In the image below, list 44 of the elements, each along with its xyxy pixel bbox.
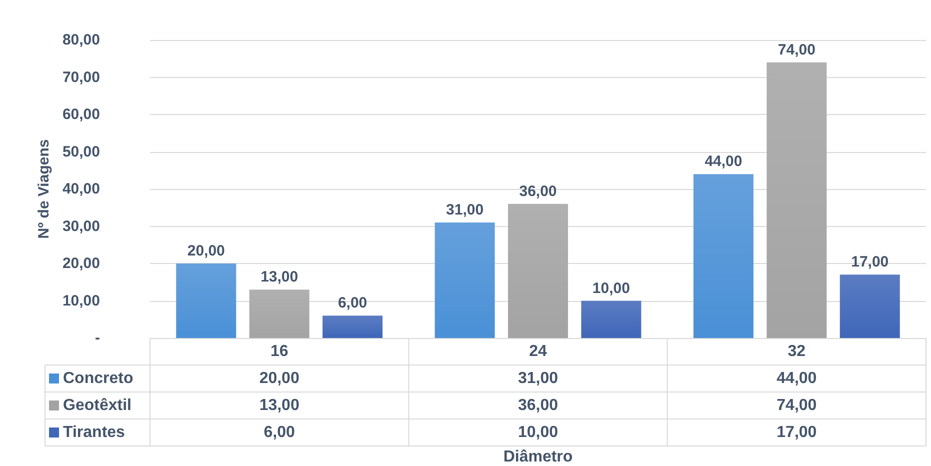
y-tick-label: 10,00 [62, 292, 100, 310]
legend-label: Concreto [63, 370, 134, 387]
text: 13,00 [260, 268, 298, 286]
bar [176, 264, 236, 338]
y-tick-label: - [95, 330, 100, 346]
text: 36,00 [519, 182, 557, 200]
bar [766, 62, 827, 338]
data-label: 31,00 [518, 370, 558, 387]
legend-label: Tirantes [63, 424, 126, 441]
bar [322, 316, 383, 338]
text: Diâmetro [503, 448, 573, 466]
data-label: 10,00 [518, 424, 558, 441]
y-tick-label: 60,00 [62, 106, 100, 123]
bar [508, 204, 568, 338]
y-tick-label: 40,00 [62, 180, 100, 198]
text: 31,00 [446, 202, 484, 219]
bar [434, 222, 495, 338]
text: 20,00 [187, 242, 225, 260]
x-tick-label: 32 [788, 343, 806, 360]
bar [249, 290, 310, 338]
data-label: 20,00 [259, 370, 300, 387]
y-tick-label: 30,00 [62, 218, 100, 235]
text: 44,00 [704, 153, 742, 170]
text: 10,00 [592, 280, 630, 297]
x-tick-label: 16 [270, 343, 288, 360]
bar [581, 300, 642, 338]
data-label: 36,00 [518, 397, 558, 414]
y-tick-label: 80,00 [62, 32, 100, 48]
data-label: 74,00 [776, 397, 817, 414]
y-tick-label: 50,00 [62, 143, 100, 160]
y-tick-label: 70,00 [62, 68, 100, 86]
text: 74,00 [778, 41, 816, 58]
legend-label: Geotêxtil [63, 397, 132, 414]
bar [840, 274, 900, 338]
data-label: 17,00 [776, 424, 817, 441]
data-label: 44,00 [776, 370, 817, 387]
data-label: 13,00 [259, 397, 300, 414]
data-label: 6,00 [264, 424, 296, 441]
x-tick-label: 24 [529, 343, 547, 360]
y-tick-label: 20,00 [62, 255, 100, 272]
bar [693, 174, 754, 338]
y-axis-title: Nº de Viagens [36, 139, 53, 239]
text: 17,00 [851, 254, 889, 271]
text: 6,00 [338, 294, 368, 312]
